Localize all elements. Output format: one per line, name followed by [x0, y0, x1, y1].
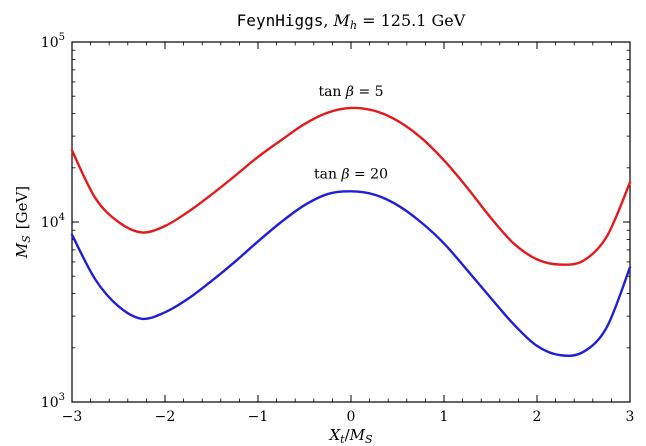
x-tick-label: 2	[533, 409, 542, 425]
xlabel-var: X	[328, 426, 341, 444]
y-axis-label: MS [GeV]	[13, 186, 33, 259]
ylabel-var: M	[13, 242, 31, 259]
title-separator: ,	[323, 11, 333, 30]
xlabel-var2: M	[349, 426, 366, 444]
ylabel-unit: [GeV]	[13, 186, 31, 229]
x-tick-label: −2	[155, 409, 176, 425]
series-line-2	[70, 190, 632, 357]
y-tick-label: 105	[41, 32, 65, 51]
xlabel-sub: t	[340, 433, 345, 446]
y-tick-label: 104	[41, 212, 65, 231]
x-axis-label: Xt/MS	[328, 426, 373, 446]
series-annotation-2: tan β = 20	[314, 166, 388, 182]
y-tick-label: 103	[41, 392, 65, 411]
chart-title: FeynHiggs, Mh = 125.1 GeV	[237, 11, 466, 32]
x-tick-label: 0	[347, 409, 356, 425]
ylabel-sub: S	[20, 235, 33, 243]
series-layer	[70, 106, 632, 357]
title-rest: = 125.1 GeV	[357, 11, 466, 30]
series-annotation-1: tan β = 5	[318, 84, 383, 100]
xlabel-slash: /	[345, 426, 351, 444]
y-axis-ticks: 103 104 105	[41, 32, 630, 411]
x-tick-label: −3	[62, 409, 83, 425]
series-line-1	[70, 106, 632, 266]
title-var-sub: h	[350, 19, 357, 32]
x-tick-label: 3	[626, 409, 635, 425]
x-axis-ticks: −3 −2 −1 0 1 2 3	[62, 42, 635, 425]
annotation-layer: tan β = 5 tan β = 20	[314, 84, 388, 182]
xlabel-sub2: S	[365, 433, 373, 446]
x-tick-label: 1	[440, 409, 449, 425]
title-code: FeynHiggs	[237, 11, 324, 30]
title-var: M	[333, 11, 351, 30]
x-tick-label: −1	[248, 409, 269, 425]
